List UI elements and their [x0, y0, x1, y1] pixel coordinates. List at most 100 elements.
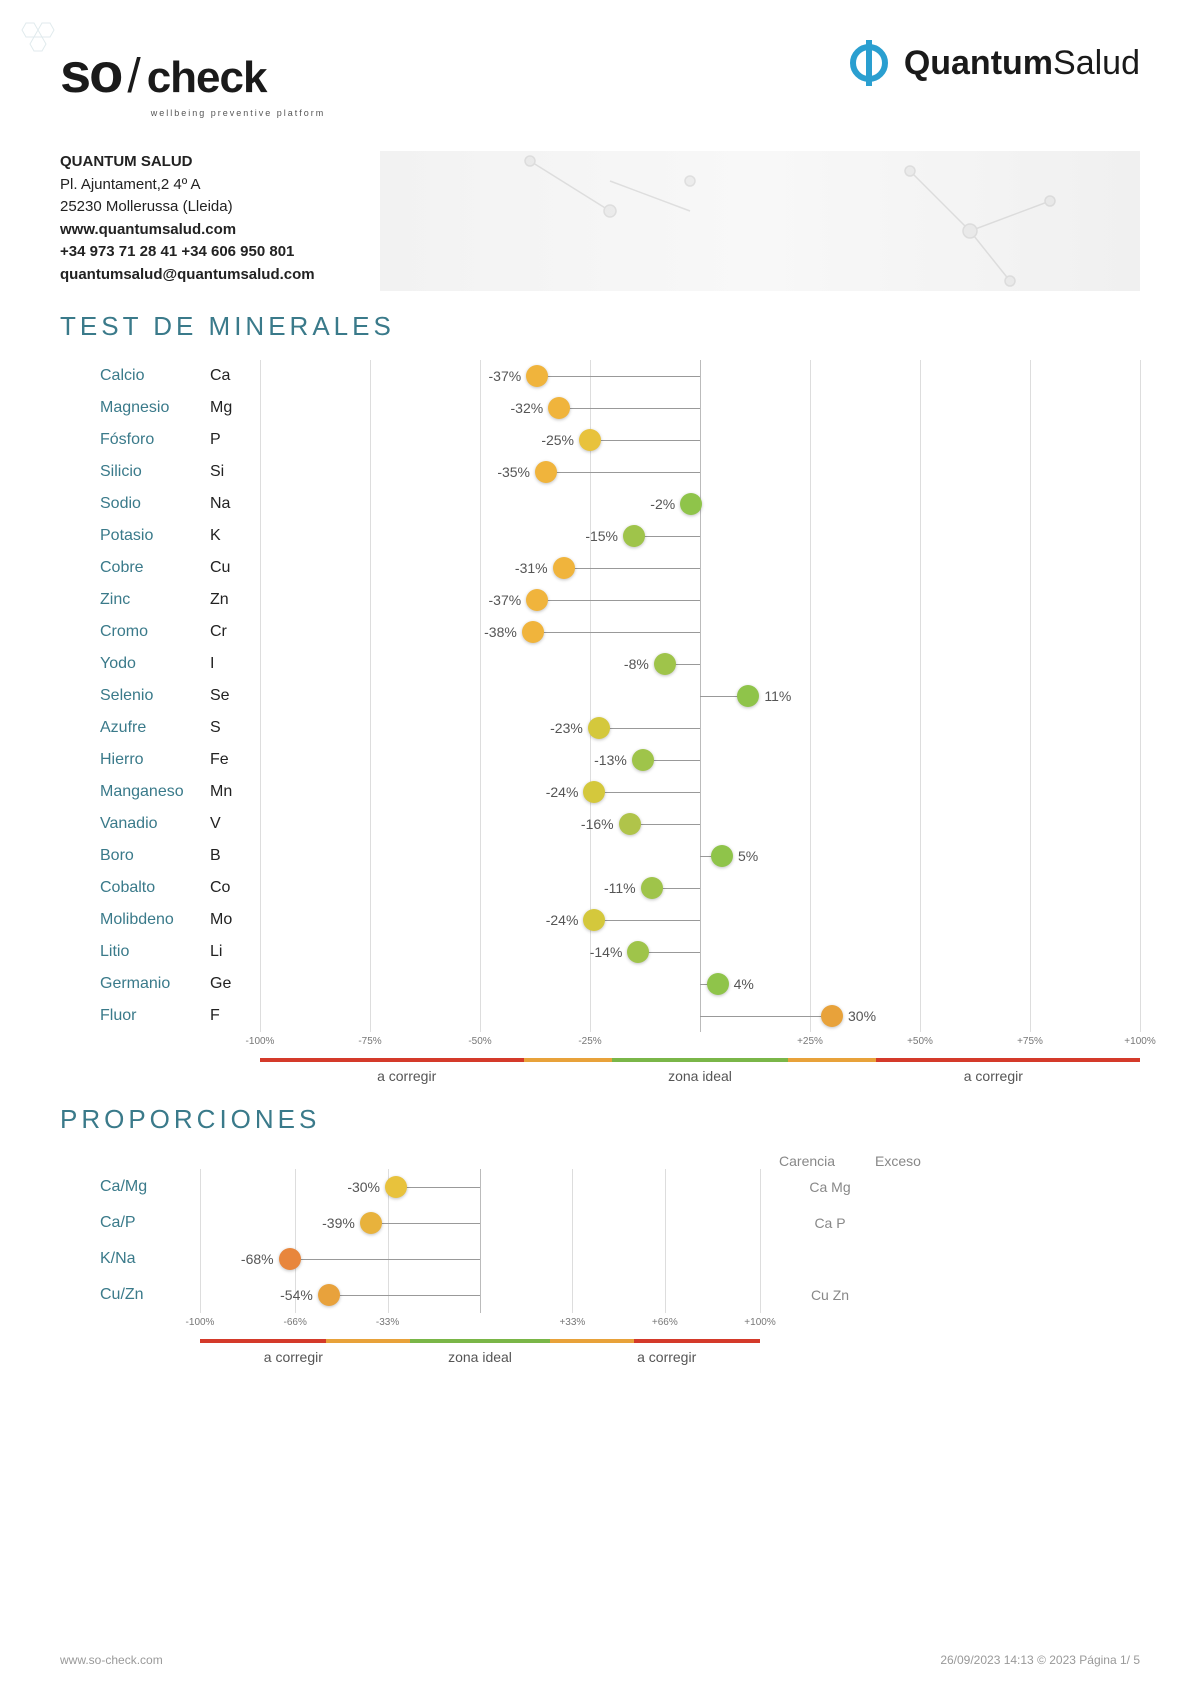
mineral-symbol: Ca: [210, 367, 260, 385]
address-block: QUANTUM SALUD Pl. Ajuntament,2 4º A 2523…: [60, 151, 360, 291]
ratio-row: Cu/Zn -54% Cu Zn: [100, 1277, 1140, 1313]
mineral-dot: [711, 845, 733, 867]
mineral-row: Sodio Na -2%: [100, 488, 1140, 520]
mineral-track: 11%: [260, 680, 1140, 712]
ratios-chart: Carencia Exceso Ca/Mg -30% Ca Mg Ca/P -3…: [100, 1153, 1140, 1365]
axis-tick: +100%: [744, 1317, 775, 1328]
mineral-dot: [526, 589, 548, 611]
ratios-zone-labels: a corregir zona ideal a corregir: [200, 1349, 760, 1365]
axis-tick: -50%: [468, 1036, 491, 1047]
address-email: quantumsalud@quantumsalud.com: [60, 266, 315, 283]
ratio-carencia: Ca P: [814, 1215, 845, 1231]
mineral-row: Silicio Si -35%: [100, 456, 1140, 488]
mineral-track: -13%: [260, 744, 1140, 776]
mineral-dot: [526, 365, 548, 387]
mineral-symbol: Mn: [210, 783, 260, 801]
mineral-symbol: Li: [210, 943, 260, 961]
mineral-pct: -15%: [585, 528, 618, 544]
zone-segment: [876, 1058, 1140, 1062]
address-phone: +34 973 71 28 41 +34 606 950 801: [60, 243, 294, 260]
mineral-row: Fósforo P -25%: [100, 424, 1140, 456]
mineral-track: -2%: [260, 488, 1140, 520]
footer-left: www.so-check.com: [60, 1653, 163, 1667]
mineral-dot: [619, 813, 641, 835]
mineral-track: -8%: [260, 648, 1140, 680]
axis-tick: -75%: [358, 1036, 381, 1047]
mineral-track: -25%: [260, 424, 1140, 456]
section-minerales-title: TEST DE MINERALES: [60, 311, 1140, 342]
ratio-track: -39%: [200, 1205, 760, 1241]
ratios-axis: -100%-66%-33%+33%+66%+100%: [200, 1317, 760, 1337]
mineral-row: Cobalto Co -11%: [100, 872, 1140, 904]
address-line1: Pl. Ajuntament,2 4º A: [60, 176, 201, 193]
mineral-row: Potasio K -15%: [100, 520, 1140, 552]
ratio-carencia: Ca Mg: [809, 1179, 850, 1195]
mineral-pct: 5%: [738, 848, 758, 864]
mineral-symbol: Se: [210, 687, 260, 705]
axis-tick: +50%: [907, 1036, 933, 1047]
mineral-name: Fósforo: [100, 431, 210, 449]
mineral-row: Zinc Zn -37%: [100, 584, 1140, 616]
mineral-row: Hierro Fe -13%: [100, 744, 1140, 776]
mineral-dot: [522, 621, 544, 643]
ratio-pct: -39%: [322, 1215, 355, 1231]
ratio-side: Ca Mg: [760, 1179, 940, 1195]
mineral-pct: -14%: [590, 944, 623, 960]
axis-tick: +33%: [559, 1317, 585, 1328]
mineral-symbol: B: [210, 847, 260, 865]
mineral-symbol: Ge: [210, 975, 260, 993]
mineral-dot: [579, 429, 601, 451]
mineral-dot: [680, 493, 702, 515]
mineral-symbol: Mg: [210, 399, 260, 417]
mineral-dot: [707, 973, 729, 995]
mineral-track: -24%: [260, 904, 1140, 936]
quantum-text: QuantumSalud: [904, 44, 1140, 83]
zone-segment: [524, 1058, 612, 1062]
mineral-symbol: Cu: [210, 559, 260, 577]
mineral-track: -14%: [260, 936, 1140, 968]
axis-tick: -100%: [246, 1036, 275, 1047]
mineral-name: Germanio: [100, 975, 210, 993]
mineral-pct: -32%: [511, 400, 544, 416]
mineral-symbol: Cr: [210, 623, 260, 641]
mineral-name: Vanadio: [100, 815, 210, 833]
mineral-row: Cobre Cu -31%: [100, 552, 1140, 584]
mineral-name: Hierro: [100, 751, 210, 769]
ratio-dot: [279, 1248, 301, 1270]
ratio-side: Ca P: [760, 1215, 940, 1231]
mineral-pct: -35%: [497, 464, 530, 480]
ratio-dot: [385, 1176, 407, 1198]
quantum-icon: [846, 40, 892, 86]
minerals-zone-labels: a corregir zona ideal a corregir: [260, 1068, 1140, 1084]
mineral-name: Litio: [100, 943, 210, 961]
mineral-track: 5%: [260, 840, 1140, 872]
axis-tick: +66%: [652, 1317, 678, 1328]
mineral-track: -37%: [260, 360, 1140, 392]
mineral-row: Calcio Ca -37%: [100, 360, 1140, 392]
mineral-dot: [737, 685, 759, 707]
mineral-row: Cromo Cr -38%: [100, 616, 1140, 648]
mineral-symbol: Na: [210, 495, 260, 513]
ratio-carencia: Cu Zn: [811, 1287, 849, 1303]
mineral-symbol: Si: [210, 463, 260, 481]
mineral-pct: -31%: [515, 560, 548, 576]
mineral-symbol: Mo: [210, 911, 260, 929]
ratio-dot: [360, 1212, 382, 1234]
mineral-symbol: F: [210, 1007, 260, 1025]
zone-segment: [410, 1339, 550, 1343]
ratio-header: Carencia Exceso: [100, 1153, 1140, 1169]
mineral-track: -16%: [260, 808, 1140, 840]
mineral-dot: [583, 781, 605, 803]
mineral-track: 30%: [260, 1000, 1140, 1032]
ratio-name: K/Na: [100, 1250, 200, 1268]
zone-segment: [550, 1339, 634, 1343]
mineral-name: Azufre: [100, 719, 210, 737]
ratio-name: Ca/Mg: [100, 1178, 200, 1196]
page-footer: www.so-check.com 26/09/2023 14:13 © 2023…: [60, 1653, 1140, 1667]
mineral-dot: [588, 717, 610, 739]
mineral-name: Yodo: [100, 655, 210, 673]
mineral-symbol: S: [210, 719, 260, 737]
ratio-row: K/Na -68%: [100, 1241, 1140, 1277]
zone-segment: [326, 1339, 410, 1343]
logo-slash: /: [127, 49, 140, 104]
